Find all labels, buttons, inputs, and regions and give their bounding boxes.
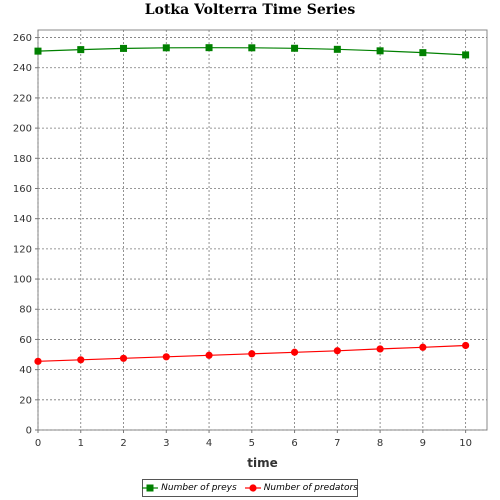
x-tick-label: 9	[420, 438, 426, 449]
legend-swatch-preys	[142, 484, 159, 492]
y-tick-label: 240	[13, 63, 32, 74]
data-point-preys	[462, 51, 470, 59]
y-tick-label: 100	[13, 275, 32, 286]
data-point-predators	[376, 345, 384, 353]
data-point-predators	[205, 351, 213, 359]
legend-item-preys: Number of preys	[142, 483, 237, 493]
data-point-preys	[333, 45, 341, 53]
x-tick-label: 10	[459, 438, 472, 449]
legend-label-predators: Number of predators	[263, 483, 358, 493]
data-point-predators	[119, 354, 128, 362]
y-tick-label: 40	[19, 365, 32, 376]
data-point-preys	[419, 49, 427, 57]
line-chart: 0 20 40 60 80 100 120 140 160 180 200 220 240 260 0 1 2…	[13, 29, 488, 470]
data-point-predators	[290, 348, 299, 356]
data-point-preys	[291, 44, 299, 52]
y-tick-label: 20	[19, 395, 32, 406]
y-tick-label: 220	[13, 93, 32, 104]
y-tick-label: 200	[13, 124, 32, 135]
data-point-preys	[376, 47, 384, 55]
x-tick-label: 4	[206, 438, 212, 449]
data-point-preys	[120, 44, 128, 52]
y-tick-label: 140	[13, 214, 32, 225]
y-tick-label: 160	[13, 184, 32, 195]
data-point-predators	[248, 350, 256, 358]
legend-label-preys: Number of preys	[161, 483, 237, 493]
data-point-predators	[333, 347, 341, 355]
data-point-preys	[162, 44, 170, 52]
series-predators	[34, 341, 470, 365]
x-axis-label: time	[247, 456, 278, 470]
y-tick-label: 180	[13, 154, 32, 165]
data-point-preys	[205, 44, 213, 52]
data-point-predators	[419, 343, 427, 351]
x-tick-label: 3	[163, 438, 169, 449]
y-tick-label: 80	[19, 305, 32, 316]
x-tick-label: 2	[120, 438, 126, 449]
legend-item-predators: Number of predators	[244, 483, 358, 493]
x-tick-label: 5	[249, 438, 255, 449]
x-tick-label: 8	[377, 438, 383, 449]
y-tick-label: 260	[13, 33, 32, 44]
x-tick-label: 0	[35, 438, 41, 449]
data-point-preys	[77, 46, 85, 54]
x-tick-label: 6	[291, 438, 297, 449]
series-preys	[34, 44, 470, 59]
data-point-preys	[248, 44, 256, 52]
data-point-predators	[77, 356, 85, 364]
data-point-predators	[162, 353, 170, 361]
data-point-predators	[34, 357, 42, 365]
y-tick-label: 60	[19, 335, 32, 346]
y-tick-label: 120	[13, 244, 32, 255]
x-tick-label: 1	[78, 438, 84, 449]
y-axis: 0 20 40 60 80 100 120 140 160 180 200 220 240 260	[13, 33, 38, 437]
y-tick-label: 0	[26, 426, 32, 437]
x-tick-label: 7	[334, 438, 340, 449]
plot-area	[37, 29, 488, 431]
data-point-preys	[34, 47, 42, 55]
series-layer	[34, 44, 470, 365]
legend: Number of preys Number of predators	[142, 479, 358, 497]
chart-title: Lotka Volterra Time Series	[144, 2, 356, 18]
x-axis: 0 1 2 3 4 5 6 7 8 9 10	[35, 430, 472, 449]
data-point-predators	[462, 341, 470, 350]
legend-swatch-predators	[244, 484, 261, 492]
